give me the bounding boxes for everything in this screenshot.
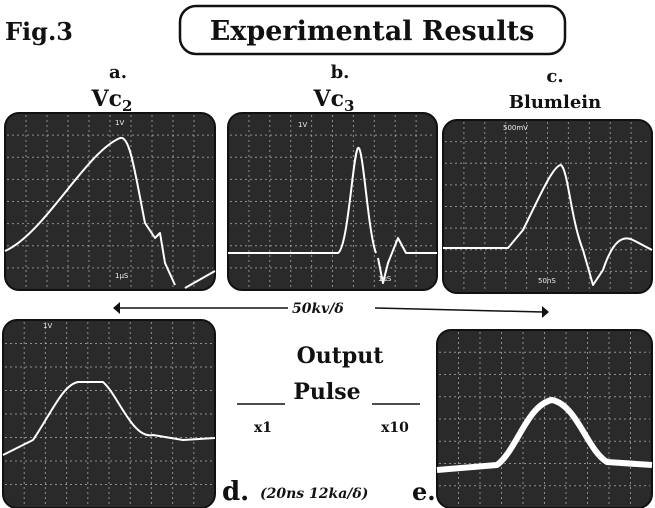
title: Experimental Results [210,16,535,47]
arrow-line [375,308,543,312]
scope: 500mV 50nS [443,120,652,293]
scope [437,330,652,508]
scale-note: 50kv/δ [292,301,344,317]
panel-letter: a. [109,62,127,83]
scope-scale: 1V [43,322,52,330]
output-label: Output [297,343,385,369]
gain-label: x10 [381,420,409,436]
panel-letter: b. [331,62,350,83]
panel-letter: e. [412,477,436,506]
panel-note: (20ns 12ka/δ) [260,486,368,502]
panel-name: Vc3 [313,86,355,115]
scope: 1V 1μS [5,113,215,290]
panel-letter: d. [222,477,249,507]
figure: Fig.3 Experimental Results a. Vc2 b. Vc3… [0,0,655,508]
scope-scale: 1V [298,121,307,129]
gain-label: x1 [254,420,272,436]
figure-label: Fig.3 [5,17,73,46]
output-label: Pulse [293,379,360,405]
panel-letter: c. [546,66,563,87]
arrow-head [542,306,549,318]
panel-name: Vc2 [91,86,133,115]
page: Fig.3 Experimental Results a. Vc2 b. Vc3… [0,0,655,508]
panel-name-text: Vc [313,86,344,112]
scope-scale: 50nS [538,277,556,285]
scope: 1V 1μS [228,113,437,290]
scope-scale: 1μS [115,272,129,280]
scope-scale: 1μS [378,275,392,283]
scope-scale: 1V [115,119,124,127]
scope-scale: 500mV [503,124,528,132]
panel-name: Blumlein [509,92,601,113]
panel-name-text: Vc [91,86,122,112]
scope: 1V [3,320,215,508]
arrow-head [113,302,120,314]
